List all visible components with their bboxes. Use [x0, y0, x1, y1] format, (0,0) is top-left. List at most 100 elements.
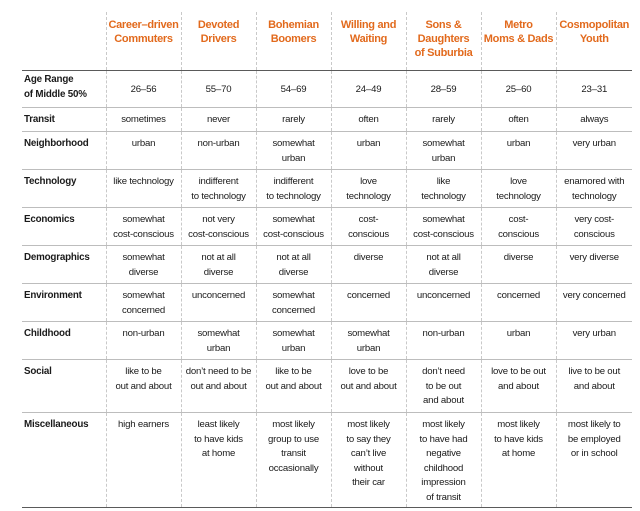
table-cell: not at all diverse — [255, 245, 331, 284]
row-label: Transit — [22, 107, 106, 132]
row-label-text: Transit — [24, 114, 55, 125]
cell-text: like technology — [421, 176, 466, 202]
column-header: Career–driven Commuters — [105, 12, 181, 71]
table-cell: indifferent to technology — [255, 169, 331, 208]
cell-text: most likely to say they can’t live witho… — [346, 419, 391, 488]
cell-text: concerned — [496, 290, 540, 301]
column-header-label: Bohemian Boomers — [268, 19, 319, 45]
table-cell: non-urban — [180, 131, 256, 170]
table-cell: very urban — [555, 321, 632, 360]
cell-text: urban — [131, 138, 156, 149]
table-cell: least likely to have kids at home — [180, 412, 256, 508]
table-cell: diverse — [330, 245, 406, 284]
table-cell: rarely — [405, 107, 481, 132]
table-cell: most likely to be employed or in school — [555, 412, 632, 508]
cell-text: like to be out and about — [265, 366, 322, 392]
table-cell: somewhat urban — [180, 321, 256, 360]
table-cell: like technology — [105, 169, 181, 208]
cell-text: rarely — [432, 114, 455, 125]
table-cell: 55–70 — [180, 70, 256, 108]
cell-text: somewhat diverse — [122, 252, 165, 278]
cell-text: 25–60 — [505, 84, 532, 95]
row-label: Age Range of Middle 50% — [22, 70, 106, 108]
column-header: Devoted Drivers — [180, 12, 256, 71]
cell-text: urban — [506, 138, 531, 149]
row-label: Miscellaneous — [22, 412, 106, 508]
table-cell: very cost- conscious — [555, 207, 632, 246]
cell-text: rarely — [282, 114, 305, 125]
table-cell: concerned — [330, 283, 406, 322]
cell-text: high earners — [118, 419, 169, 430]
table-cell: somewhat cost-conscious — [255, 207, 331, 246]
table-cell: not at all diverse — [405, 245, 481, 284]
cell-text: somewhat urban — [272, 328, 315, 354]
table-cell: concerned — [480, 283, 556, 322]
cell-text: most likely to have had negative childho… — [419, 419, 468, 503]
row-label: Demographics — [22, 245, 106, 284]
cell-text: not at all diverse — [426, 252, 461, 278]
table-cell: unconcerned — [180, 283, 256, 322]
table-row: Transit sometimes never rarely often rar… — [22, 107, 632, 132]
cell-text: live to be out and about — [568, 366, 621, 392]
cell-text: very urban — [572, 328, 617, 339]
table-cell: 28–59 — [405, 70, 481, 108]
cell-text: most likely group to use transit occasio… — [268, 419, 319, 474]
column-header: Sons & Daughters of Suburbia — [405, 12, 481, 71]
cell-text: 23–31 — [581, 84, 608, 95]
cell-text: somewhat concerned — [121, 290, 165, 316]
table-row: Childhood non-urban somewhat urban somew… — [22, 321, 632, 360]
cell-text: 26–56 — [130, 84, 157, 95]
row-label-text: Demographics — [24, 252, 90, 263]
cell-text: never — [207, 114, 230, 125]
table-cell: not very cost-conscious — [180, 207, 256, 246]
cell-text: like technology — [113, 176, 174, 187]
cell-text: most likely to have kids at home — [494, 419, 543, 459]
row-label: Economics — [22, 207, 106, 246]
table-cell: live to be out and about — [555, 359, 632, 413]
table-cell: urban — [105, 131, 181, 170]
cell-text: non-urban — [122, 328, 165, 339]
table-cell: enamored with technology — [555, 169, 632, 208]
cell-text: love technology — [346, 176, 391, 202]
table-cell: not at all diverse — [180, 245, 256, 284]
cell-text: 24–49 — [355, 84, 382, 95]
header-row: Career–driven Commuters Devoted Drivers … — [22, 12, 632, 71]
cell-text: like to be out and about — [115, 366, 172, 392]
column-header: Metro Moms & Dads — [480, 12, 556, 71]
cell-text: not at all diverse — [276, 252, 311, 278]
table-cell: urban — [330, 131, 406, 170]
table-cell: 54–69 — [255, 70, 331, 108]
cell-text: cost- conscious — [348, 214, 389, 240]
table-row: Technology like technology indifferent t… — [22, 169, 632, 208]
cell-text: non-urban — [197, 138, 240, 149]
table-row: Miscellaneous high earners least likely … — [22, 412, 632, 508]
table-cell: often — [480, 107, 556, 132]
table-cell: 23–31 — [555, 70, 632, 108]
table-cell: like to be out and about — [105, 359, 181, 413]
table-cell: cost- conscious — [330, 207, 406, 246]
cell-text: 28–59 — [430, 84, 457, 95]
row-label-text: Childhood — [24, 328, 71, 339]
cell-text: concerned — [346, 290, 390, 301]
cell-text: love technology — [496, 176, 541, 202]
table-cell: cost- conscious — [480, 207, 556, 246]
table-cell: indifferent to technology — [180, 169, 256, 208]
table-cell: most likely to say they can’t live witho… — [330, 412, 406, 508]
cell-text: 55–70 — [205, 84, 232, 95]
table-cell: love technology — [330, 169, 406, 208]
column-header-label: Willing and Waiting — [340, 19, 397, 45]
cell-text: enamored with technology — [564, 176, 625, 202]
table-cell: high earners — [105, 412, 181, 508]
cell-text: somewhat concerned — [271, 290, 315, 316]
cell-text: very diverse — [569, 252, 620, 263]
table-cell: somewhat cost-conscious — [405, 207, 481, 246]
cell-text: urban — [506, 328, 531, 339]
table-cell: love technology — [480, 169, 556, 208]
column-header-label: Cosmopolitan Youth — [559, 19, 630, 45]
table-cell: diverse — [480, 245, 556, 284]
table-cell: very urban — [555, 131, 632, 170]
table-cell: non-urban — [405, 321, 481, 360]
cell-text: very cost- conscious — [573, 214, 615, 240]
column-header-label: Metro Moms & Dads — [483, 19, 554, 45]
cell-text: very urban — [572, 138, 617, 149]
